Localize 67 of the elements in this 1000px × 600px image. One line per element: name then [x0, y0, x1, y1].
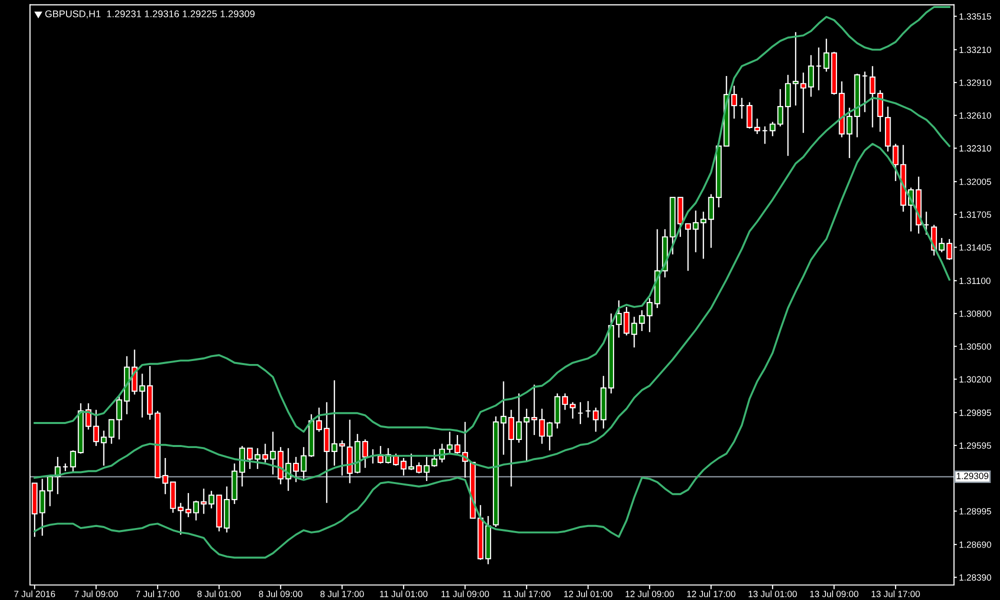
- candlestick: [200, 488, 207, 514]
- y-tick-label: 1.33515: [960, 13, 992, 20]
- y-tick-label: 1.28390: [960, 574, 992, 581]
- y-tick-label: 1.31705: [960, 211, 992, 218]
- candlestick: [408, 453, 414, 471]
- candlestick: [162, 457, 168, 495]
- candlestick: [324, 402, 330, 504]
- x-tick-label: 7 Jul 09:00: [74, 590, 118, 598]
- x-tick-label: 13 Jul 17:00: [872, 590, 920, 598]
- y-tick-label: 1.30200: [960, 376, 992, 383]
- y-tick-label: 1.32910: [960, 79, 992, 86]
- candlestick: [631, 316, 638, 348]
- chart-title: GBPUSD,H1 1.29231 1.29316 1.29225 1.29309: [45, 10, 255, 18]
- x-tick-label: 12 Jul 17:00: [687, 590, 736, 598]
- y-tick-label: 1.32310: [960, 145, 992, 152]
- y-tick-label: 1.32005: [960, 178, 992, 185]
- y-tick-label: 1.30800: [960, 310, 992, 317]
- x-tick-label: 8 Jul 09:00: [258, 590, 302, 598]
- line-series: [34, 6, 950, 434]
- candlestick: [938, 237, 945, 253]
- candlestick: [531, 384, 538, 436]
- x-tick-label: 11 Jul 17:00: [503, 590, 551, 598]
- y-tick-label: 1.30500: [960, 343, 992, 350]
- x-tick-label: 11 Jul 09:00: [442, 590, 490, 598]
- candlestick: [816, 46, 822, 91]
- candlestick: [777, 88, 784, 127]
- y-tick-label: 1.31405: [960, 244, 992, 251]
- candlestick: [262, 443, 268, 464]
- candlestick: [746, 102, 752, 130]
- candlestick: [592, 407, 599, 432]
- candlestick: [762, 126, 768, 144]
- x-tick-label: 7 Jul 2016: [14, 590, 56, 598]
- x-tick-label: 8 Jul 01:00: [197, 590, 241, 598]
- candlestick: [585, 400, 592, 418]
- candlestick: [923, 211, 930, 236]
- y-tick-label: 1.29895: [960, 410, 992, 416]
- candlestick: [446, 431, 453, 454]
- candlestick: [139, 373, 146, 418]
- x-tick-label: 12 Jul 01:00: [564, 590, 612, 598]
- candlestick: [62, 462, 68, 472]
- y-tick-label: 1.33210: [960, 46, 992, 54]
- candlestick: [39, 478, 46, 536]
- y-tick-label: 1.28690: [960, 541, 992, 548]
- y-tick-label: 1.31100: [960, 278, 990, 284]
- x-tick-label: 8 Jul 17:00: [320, 590, 364, 598]
- candlestick: [508, 409, 514, 488]
- x-tick-label: 7 Jul 17:00: [136, 590, 180, 598]
- candlestick: [100, 430, 107, 466]
- candlestick: [738, 97, 745, 120]
- y-tick-label: 1.32610: [960, 112, 992, 119]
- line-series: [34, 142, 950, 559]
- x-tick-label: 12 Jul 09:00: [626, 590, 674, 598]
- candlestick: [770, 121, 776, 137]
- ref-line-label: 1.29309: [956, 472, 988, 480]
- candlestick: [577, 402, 584, 425]
- x-tick-label: 13 Jul 01:00: [748, 590, 797, 598]
- candlestick: [692, 210, 699, 253]
- y-tick-label: 1.29595: [960, 442, 992, 449]
- y-tick-label: 1.28995: [960, 508, 992, 514]
- x-tick-label: 11 Jul 01:00: [380, 590, 428, 598]
- candlestick: [754, 118, 760, 135]
- candlestick: [378, 445, 384, 464]
- candlestick: [862, 70, 868, 113]
- x-tick-label: 13 Jul 09:00: [810, 590, 858, 598]
- candlestick: [70, 450, 76, 473]
- candlestick: [870, 65, 876, 128]
- candlestick: [570, 402, 576, 420]
